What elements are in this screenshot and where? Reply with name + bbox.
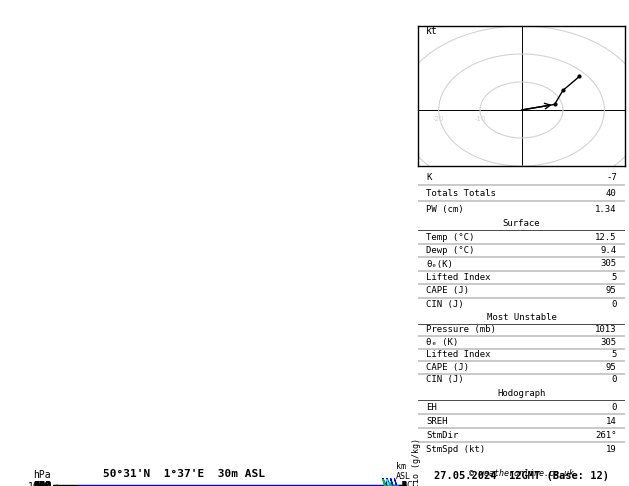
Text: 5: 5 [611,350,616,359]
Text: © weatheronline.co.uk: © weatheronline.co.uk [469,469,574,478]
Text: -9: -9 [398,481,408,486]
Text: 305: 305 [601,338,616,347]
Text: Hodograph: Hodograph [498,388,546,398]
Text: Most Unstable: Most Unstable [487,313,557,322]
Text: -7: -7 [606,173,616,181]
Text: 14: 14 [606,417,616,426]
Text: 3: 3 [281,480,286,486]
Text: 1013: 1013 [595,325,616,334]
Text: -LCL: -LCL [398,481,418,486]
Text: -4: -4 [398,481,408,486]
Text: 9.4: 9.4 [601,246,616,255]
Text: km
ASL: km ASL [396,462,411,481]
Text: 8: 8 [340,480,344,486]
Text: StmDir: StmDir [426,431,459,439]
Text: CAPE (J): CAPE (J) [426,363,469,372]
Text: CIN (J): CIN (J) [426,300,464,309]
Text: 10: 10 [352,480,360,486]
Text: Lifted Index: Lifted Index [426,273,491,282]
Text: 0: 0 [611,402,616,412]
Text: Dewp (°C): Dewp (°C) [426,246,475,255]
Text: 261°: 261° [595,431,616,439]
Text: 305: 305 [601,260,616,268]
Text: 20: 20 [398,480,407,486]
Text: 0: 0 [611,375,616,384]
Text: 19: 19 [606,445,616,453]
Text: CAPE (J): CAPE (J) [426,286,469,295]
Text: 50°31'N  1°37'E  30m ASL: 50°31'N 1°37'E 30m ASL [103,469,265,479]
Text: -5: -5 [398,481,408,486]
Text: Pressure (mb): Pressure (mb) [426,325,496,334]
Text: 15: 15 [379,480,387,486]
Text: CIN (J): CIN (J) [426,375,464,384]
Text: 4: 4 [298,480,302,486]
Text: StmSpd (kt): StmSpd (kt) [426,445,486,453]
Text: θₑ(K): θₑ(K) [426,260,453,268]
Text: 1: 1 [223,480,228,486]
Text: hPa: hPa [33,470,51,480]
Text: 25: 25 [414,480,423,486]
Text: 1.34: 1.34 [595,205,616,213]
Text: PW (cm): PW (cm) [426,205,464,213]
Text: Temp (°C): Temp (°C) [426,233,475,242]
Text: EH: EH [426,402,437,412]
Text: Totals Totals: Totals Totals [426,189,496,197]
Text: 6: 6 [322,480,326,486]
Text: 27.05.2024  12GMT (Base: 12): 27.05.2024 12GMT (Base: 12) [434,471,609,481]
Text: Surface: Surface [503,219,540,228]
Text: 0: 0 [611,300,616,309]
Text: -2: -2 [398,481,408,486]
Text: K: K [426,173,431,181]
Text: 2: 2 [259,480,264,486]
Text: 12.5: 12.5 [595,233,616,242]
Text: Mixing Ratio (g/kg): Mixing Ratio (g/kg) [412,438,421,486]
Text: Lifted Index: Lifted Index [426,350,491,359]
Text: 40: 40 [606,189,616,197]
Text: kt: kt [426,26,438,36]
Text: -7: -7 [398,481,408,486]
Text: -10: -10 [474,116,486,122]
Text: SREH: SREH [426,417,448,426]
Text: 95: 95 [606,363,616,372]
Text: -20: -20 [433,116,444,122]
Text: θₑ (K): θₑ (K) [426,338,459,347]
Text: 95: 95 [606,286,616,295]
Text: -3: -3 [398,481,408,486]
Text: -1: -1 [398,481,408,486]
Text: -6: -6 [398,481,408,486]
Text: -8: -8 [398,481,408,486]
Text: 5: 5 [611,273,616,282]
